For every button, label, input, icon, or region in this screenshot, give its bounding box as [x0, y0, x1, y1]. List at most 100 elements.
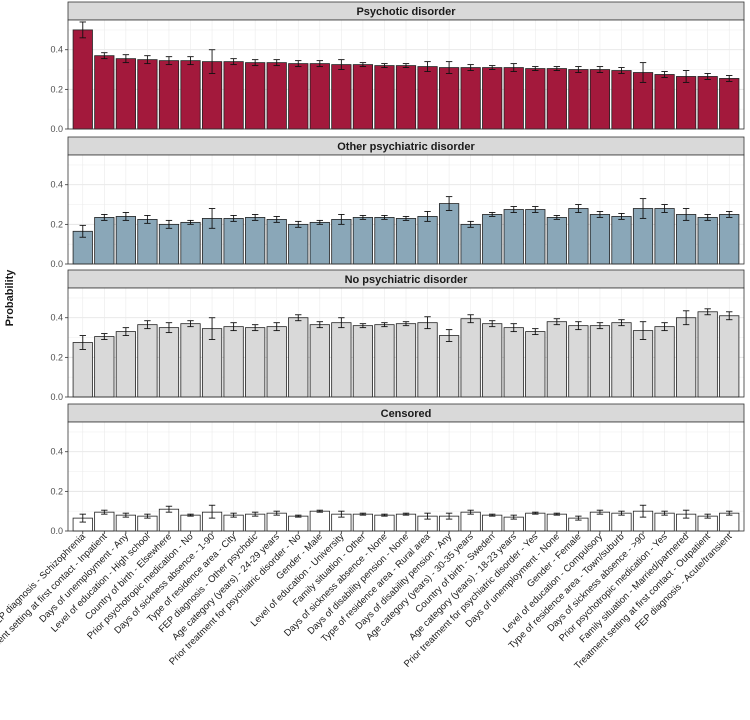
y-tick-label: 0.0	[50, 392, 63, 402]
y-tick-label: 0.4	[50, 313, 63, 323]
bar	[309, 510, 330, 532]
bar	[546, 68, 567, 130]
y-tick-label: 0.2	[50, 84, 63, 94]
bar	[589, 214, 611, 265]
bar	[546, 217, 567, 265]
bar	[482, 323, 503, 398]
y-tick-label: 0.2	[50, 352, 63, 362]
bar	[697, 311, 718, 398]
bar	[374, 65, 395, 130]
bar	[654, 208, 675, 265]
bar	[503, 209, 524, 265]
y-tick-label: 0.4	[50, 45, 63, 55]
bar	[460, 511, 481, 532]
bar	[589, 325, 611, 398]
bar	[158, 327, 180, 398]
y-axis-title: Probability	[4, 269, 16, 327]
bar	[676, 76, 697, 130]
bar	[611, 70, 632, 130]
bar	[309, 63, 330, 130]
bar	[589, 511, 611, 532]
bar	[460, 67, 481, 130]
bar	[654, 512, 675, 532]
y-tick-label: 0.2	[50, 486, 63, 496]
y-tick-label: 0.4	[50, 180, 63, 190]
bar	[438, 203, 460, 265]
bar	[137, 59, 158, 130]
bar	[438, 335, 460, 398]
bar	[676, 214, 697, 265]
bar	[654, 326, 675, 398]
bar	[245, 62, 266, 130]
bar	[654, 74, 675, 130]
panel-title: Psychotic disorder	[356, 6, 456, 18]
bar	[180, 323, 201, 398]
bar	[460, 318, 481, 398]
bar	[417, 216, 438, 265]
bar	[352, 217, 374, 265]
bar	[137, 219, 158, 265]
bar	[482, 214, 503, 265]
bar	[331, 322, 352, 398]
bar	[374, 324, 395, 398]
bar	[525, 512, 546, 532]
bar	[719, 315, 740, 398]
bar	[568, 69, 589, 130]
panel-censored: Censored 0.0 0.2 0.4	[50, 403, 745, 536]
bar	[115, 58, 136, 130]
panel-no-psychiatric-disorder: No psychiatric disorder 0.0 0.2 0.4	[50, 269, 745, 402]
bar	[245, 217, 266, 265]
bar	[223, 218, 244, 265]
bar	[180, 514, 201, 532]
bar	[288, 317, 309, 398]
y-tick-label: 0.0	[50, 124, 63, 134]
bar	[115, 216, 136, 265]
bar	[719, 512, 740, 532]
bar	[611, 512, 632, 532]
panel-other-psychiatric-disorder: Other psychiatric disorder 0.0 0.2 0.4	[50, 136, 745, 269]
bar	[395, 65, 417, 130]
bar	[395, 513, 417, 532]
bar	[309, 324, 330, 398]
bar	[503, 327, 524, 398]
y-axis-title-group: Probability	[4, 269, 16, 327]
bar	[309, 221, 330, 265]
bar	[568, 325, 589, 398]
y-tick-label: 0.0	[50, 526, 63, 536]
bar	[137, 324, 158, 398]
bar	[180, 60, 201, 130]
y-tick-label: 0.0	[50, 259, 63, 269]
bar	[158, 60, 180, 130]
bar	[417, 322, 438, 398]
panel-border	[67, 287, 745, 398]
bar	[546, 321, 567, 398]
bar	[94, 336, 115, 398]
bar	[503, 67, 524, 130]
bar	[697, 217, 718, 265]
bar	[568, 208, 589, 265]
bar	[223, 61, 244, 130]
bar	[266, 326, 287, 398]
bar	[352, 513, 374, 532]
bar	[460, 223, 481, 265]
y-tick-label: 0.4	[50, 447, 63, 457]
bar	[94, 55, 115, 130]
bar	[266, 62, 287, 130]
panel-border	[67, 19, 745, 130]
bar	[417, 66, 438, 130]
bar	[395, 218, 417, 265]
bar	[374, 514, 395, 532]
bar	[331, 64, 352, 130]
bar	[331, 219, 352, 265]
bar	[72, 29, 93, 130]
bar	[611, 322, 632, 398]
bar	[266, 512, 287, 532]
bar	[589, 69, 611, 130]
bar	[525, 209, 546, 265]
bar	[288, 223, 309, 265]
bar	[158, 223, 180, 265]
bar	[72, 342, 93, 398]
